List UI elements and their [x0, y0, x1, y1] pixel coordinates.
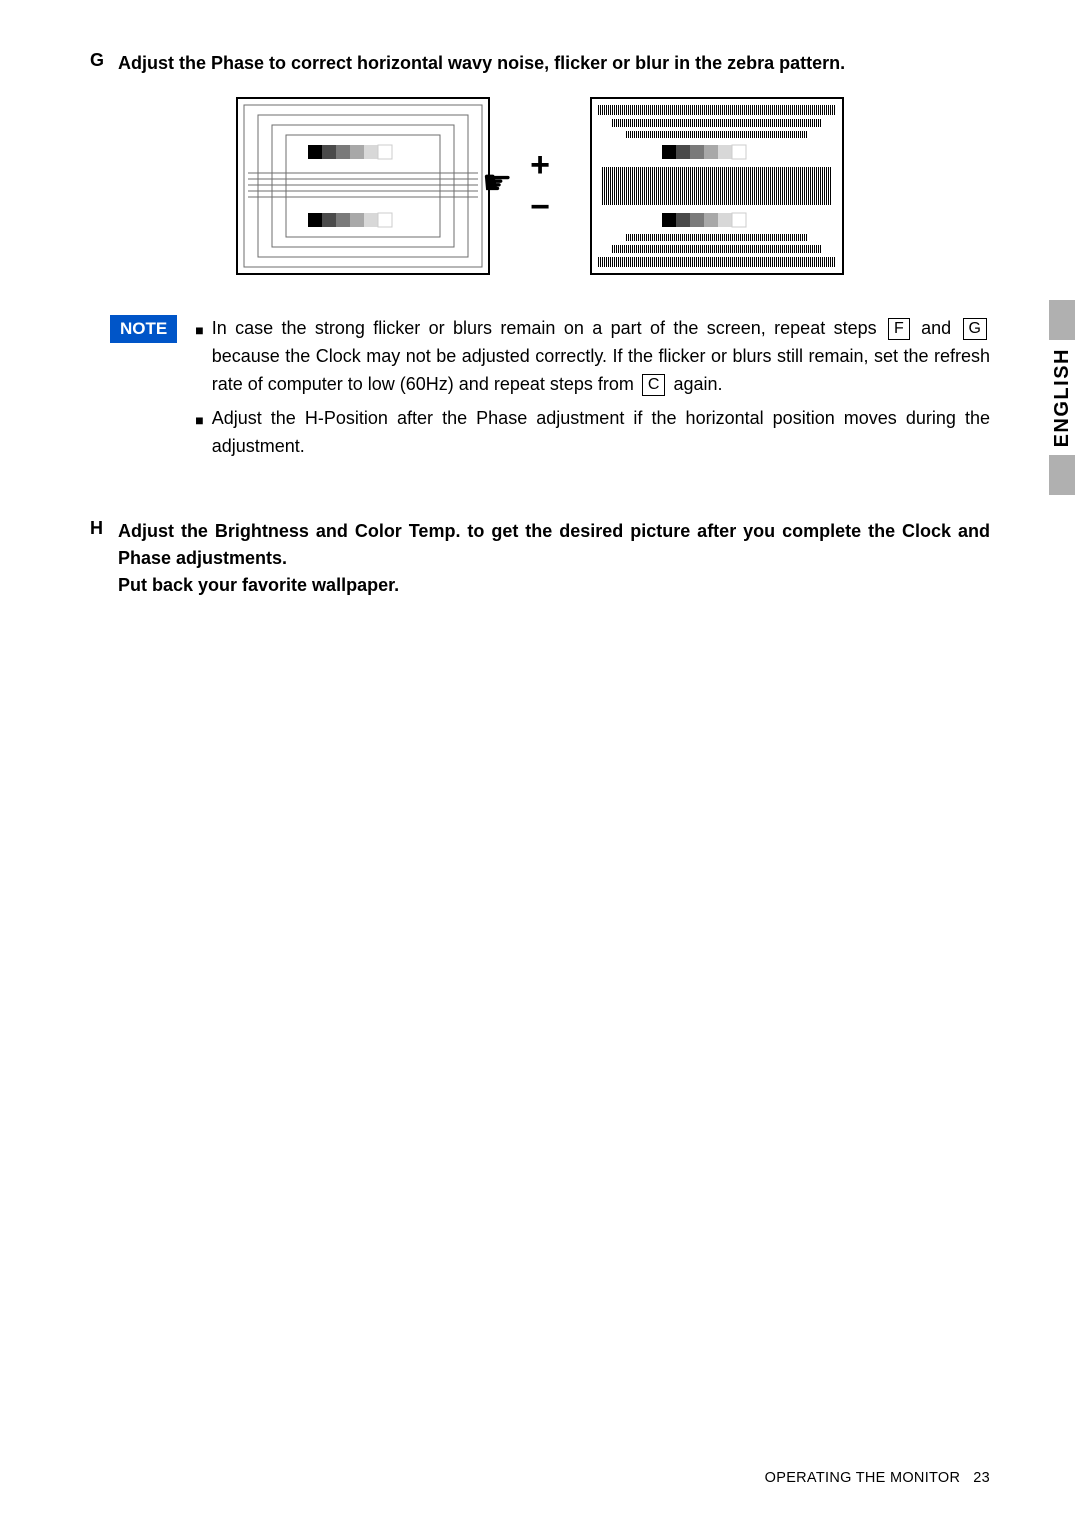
- step-h: H Adjust the Brightness and Color Temp. …: [90, 518, 990, 599]
- footer-label: OPERATING THE MONITOR: [765, 1470, 961, 1486]
- figure-row: ☚ + −: [90, 97, 990, 275]
- plus-icon: +: [530, 148, 550, 182]
- step-h-text: Adjust the Brightness and Color Temp. to…: [118, 518, 990, 599]
- ref-g: G: [963, 318, 987, 340]
- language-tab: ENGLISH: [1044, 300, 1080, 495]
- note-item-2-text: Adjust the H-Position after the Phase ad…: [212, 405, 990, 461]
- step-h-letter: H: [90, 518, 118, 539]
- hand-icon: ☚: [482, 166, 512, 200]
- note-list: ■ In case the strong flicker or blurs re…: [195, 315, 990, 466]
- language-label: ENGLISH: [1051, 348, 1074, 447]
- page-footer: OPERATING THE MONITOR 23: [765, 1470, 990, 1486]
- note-item-2: ■ Adjust the H-Position after the Phase …: [195, 405, 990, 461]
- note-block: NOTE ■ In case the strong flicker or blu…: [110, 315, 990, 466]
- note-item-1: ■ In case the strong flicker or blurs re…: [195, 315, 990, 399]
- blurry-pattern-svg: [238, 99, 488, 273]
- manual-page: G Adjust the Phase to correct horizontal…: [0, 0, 1080, 1528]
- minus-icon: −: [530, 190, 550, 224]
- step-g-letter: G: [90, 50, 118, 71]
- tab-mark-bottom: [1049, 455, 1075, 495]
- ref-f: F: [888, 318, 910, 340]
- bullet-icon: ■: [195, 320, 203, 399]
- ref-c: C: [642, 374, 666, 396]
- step-g-text: Adjust the Phase to correct horizontal w…: [118, 50, 990, 77]
- note-item-1-text: In case the strong flicker or blurs rema…: [212, 315, 990, 399]
- note-badge: NOTE: [110, 315, 177, 343]
- footer-page: 23: [973, 1470, 990, 1486]
- tab-mark-top: [1049, 300, 1075, 340]
- sharp-pattern-svg: [592, 99, 842, 273]
- step-g: G Adjust the Phase to correct horizontal…: [90, 50, 990, 77]
- figure-left-blurry: [236, 97, 490, 275]
- adjust-indicator: ☚ + −: [530, 148, 550, 224]
- bullet-icon: ■: [195, 410, 203, 461]
- figure-right-sharp: [590, 97, 844, 275]
